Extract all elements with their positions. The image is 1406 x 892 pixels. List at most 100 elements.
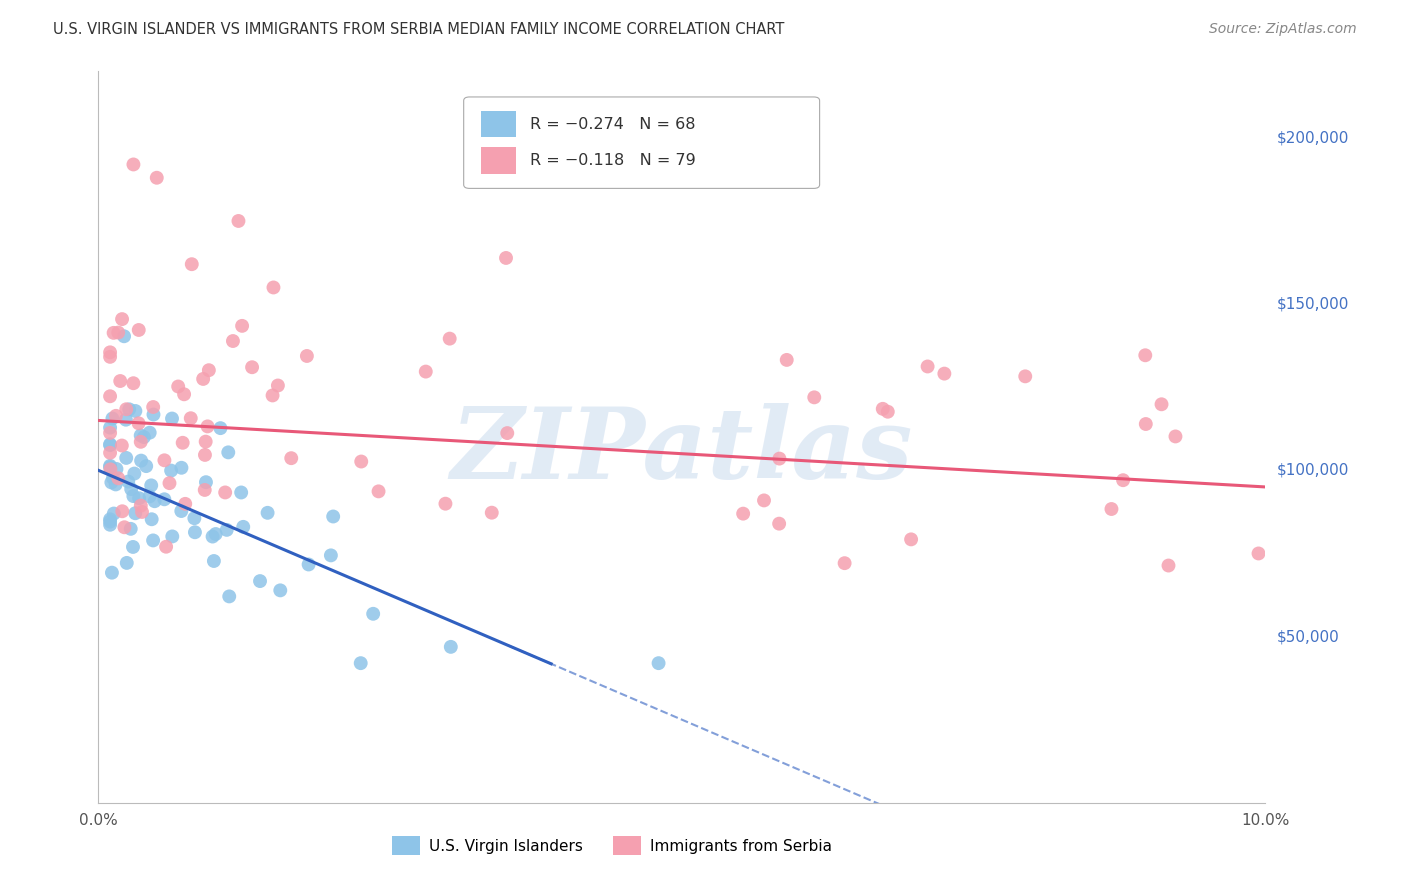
Point <box>162 529 184 543</box>
Point <box>115 450 138 465</box>
Point <box>98 517 121 532</box>
Point <box>900 533 922 547</box>
Point <box>439 332 461 346</box>
Point <box>198 363 221 377</box>
Point <box>1150 397 1173 411</box>
Point <box>280 451 302 466</box>
Point <box>129 499 152 513</box>
Point <box>209 421 232 435</box>
Point <box>98 425 121 440</box>
Point <box>204 527 226 541</box>
Point <box>1164 429 1187 443</box>
Point <box>231 318 253 333</box>
Point <box>768 516 790 531</box>
Point <box>111 504 134 518</box>
Point <box>131 505 153 519</box>
Point <box>104 477 127 491</box>
Point <box>98 458 121 473</box>
Text: ZIPatlas: ZIPatlas <box>451 403 912 500</box>
Point <box>267 378 290 392</box>
Text: $100,000: $100,000 <box>1277 463 1348 478</box>
Point <box>98 515 121 529</box>
Point <box>115 402 138 417</box>
Point <box>98 350 121 364</box>
Point <box>231 485 253 500</box>
Point <box>249 574 271 588</box>
Point <box>1014 369 1036 384</box>
Point <box>496 426 519 441</box>
Point <box>262 388 284 402</box>
Point <box>1112 473 1135 487</box>
Point <box>98 389 121 403</box>
Point <box>647 656 669 670</box>
Point <box>142 400 165 414</box>
Point <box>350 656 373 670</box>
Point <box>194 475 217 490</box>
Point <box>98 460 121 475</box>
Point <box>103 326 125 340</box>
Point <box>218 590 240 604</box>
Point <box>495 251 517 265</box>
Point <box>138 489 160 503</box>
Point <box>142 408 165 422</box>
Text: Source: ZipAtlas.com: Source: ZipAtlas.com <box>1209 22 1357 37</box>
Point <box>120 482 142 496</box>
Point <box>122 540 145 554</box>
Point <box>434 497 457 511</box>
Point <box>110 374 132 388</box>
Point <box>142 533 165 548</box>
Text: R = −0.118   N = 79: R = −0.118 N = 79 <box>530 153 696 168</box>
Point <box>128 491 150 506</box>
Point <box>101 411 124 425</box>
Point <box>117 475 139 489</box>
Point <box>803 390 825 404</box>
Point <box>143 494 166 508</box>
Point <box>256 506 278 520</box>
Point <box>174 497 197 511</box>
Text: $50,000: $50,000 <box>1277 629 1340 644</box>
Point <box>141 478 163 492</box>
Point <box>876 405 898 419</box>
Point <box>101 471 124 485</box>
Point <box>322 509 344 524</box>
Point <box>733 507 755 521</box>
Point <box>269 583 291 598</box>
Point <box>262 280 284 294</box>
Point <box>202 554 225 568</box>
Point <box>107 326 129 340</box>
Point <box>481 506 503 520</box>
Point <box>124 506 146 520</box>
Point <box>934 367 956 381</box>
Point <box>1135 348 1157 362</box>
Point <box>194 483 217 497</box>
Point <box>194 434 217 449</box>
Point <box>98 512 121 526</box>
Point <box>122 157 145 171</box>
Point <box>98 345 121 359</box>
Bar <box>481 147 516 174</box>
Point <box>107 471 129 485</box>
Point <box>112 329 135 343</box>
Point <box>172 435 194 450</box>
Point <box>191 372 214 386</box>
Point <box>173 387 195 401</box>
Text: U.S. VIRGIN ISLANDER VS IMMIGRANTS FROM SERBIA MEDIAN FAMILY INCOME CORRELATION : U.S. VIRGIN ISLANDER VS IMMIGRANTS FROM … <box>53 22 785 37</box>
Point <box>361 607 384 621</box>
Point <box>141 512 163 526</box>
Point <box>146 170 169 185</box>
Point <box>1157 558 1180 573</box>
Point <box>103 507 125 521</box>
Text: $150,000: $150,000 <box>1277 297 1348 311</box>
Point <box>180 411 202 425</box>
Point <box>101 566 124 580</box>
Point <box>440 640 463 654</box>
Point <box>197 419 219 434</box>
Point <box>180 257 202 271</box>
Point <box>138 425 160 440</box>
Point <box>350 454 373 468</box>
Point <box>222 334 245 348</box>
Point <box>128 417 150 431</box>
Point <box>160 411 183 425</box>
Point <box>170 460 193 475</box>
Point <box>297 558 319 572</box>
